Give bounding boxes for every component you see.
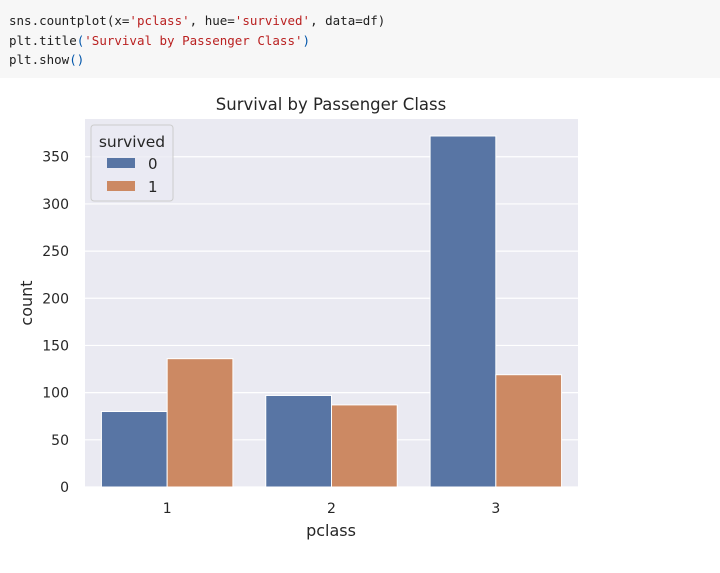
x-tick-label: 1 [163,501,172,517]
legend: survived 0 1 [90,124,174,202]
code-line-1: sns.countplot(x='pclass', hue='survived'… [9,13,386,28]
legend-label-0: 0 [148,155,158,173]
legend-swatch-0 [107,158,135,168]
legend-title: survived [99,133,165,151]
bar-series-0-pclass-3 [429,135,497,488]
y-tick-label: 250 [42,244,69,260]
bar-series-1-pclass-3 [495,374,563,488]
y-tick-label: 50 [51,433,69,449]
y-tick-label: 300 [42,197,69,213]
code-line-2: plt.title('Survival by Passenger Class') [9,32,311,48]
bar-series-1-pclass-2 [331,404,398,488]
x-axis-ticks: 1 2 3 [163,501,501,517]
legend-swatch-1 [107,181,135,191]
bar-series-0-pclass-2 [265,394,332,488]
y-tick-label: 100 [42,386,69,402]
x-tick-label: 3 [491,501,500,517]
chart-title: Survival by Passenger Class [216,95,446,114]
y-tick-label: 0 [60,480,69,496]
legend-label-1: 1 [148,178,158,196]
countplot-chart: Survival by Passenger Class 050100150200… [17,95,578,540]
bar-series-0-pclass-1 [100,411,168,488]
y-tick-label: 350 [42,150,69,166]
bar-series-1-pclass-1 [166,358,234,488]
y-tick-label: 200 [42,291,69,307]
x-axis-label: pclass [306,521,356,540]
code-cell[interactable]: sns.countplot(x='pclass', hue='survived'… [0,0,720,78]
y-axis-ticks: 0 50 100 150 200 250 300 350 [42,150,69,496]
y-axis-label: count [17,280,36,325]
bars-layer [100,135,563,488]
code-line-3: plt.show() [9,52,85,67]
x-tick-label: 2 [327,501,336,517]
y-tick-label: 150 [42,338,69,354]
plot-output: Survival by Passenger Class 0 50 100 150 200… [0,78,720,569]
